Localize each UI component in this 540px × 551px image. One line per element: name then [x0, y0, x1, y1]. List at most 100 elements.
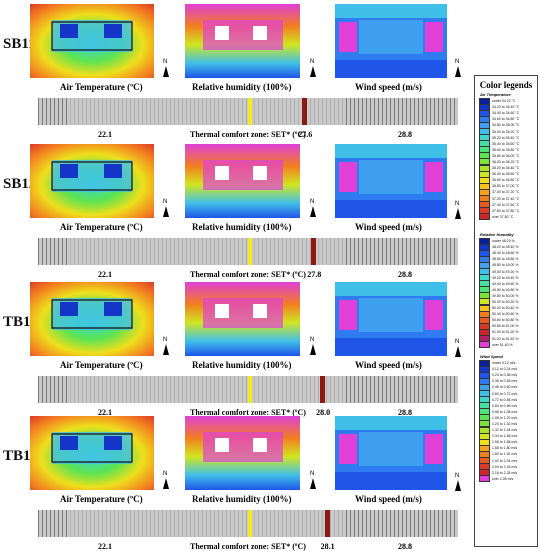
- case-label: SB12: [3, 176, 37, 192]
- legend-entry-label: 34.20 to 34.40 °C: [492, 105, 520, 110]
- case-label: SB11: [3, 36, 36, 52]
- comfort-scale-bar: [38, 98, 458, 125]
- north-arrow-icon: N: [452, 59, 464, 80]
- case-block-sb11: SB11 N N N Air Temperature (ºC): [0, 0, 470, 139]
- legend-entry-label: 50.60 to 50.80 %: [492, 318, 519, 323]
- legend-entry-label: 35.20 to 35.40 °C: [492, 135, 520, 140]
- north-arrow-icon: N: [307, 471, 319, 492]
- case-label: TB11: [3, 448, 38, 464]
- legend-entry-label: 0.96 to 1.08 m/s: [492, 409, 518, 414]
- comfort-zone-title: Thermal comfort zone: SET* (ºC): [190, 408, 306, 417]
- relative-humidity-label: Relative humidity (100%): [192, 360, 292, 370]
- scale-min-label: 22.1: [98, 130, 112, 139]
- north-arrow-icon: N: [452, 339, 464, 360]
- comfort-scale-bar: [38, 238, 458, 265]
- legend-entry-label: 0.36 to 0.48 m/s: [492, 379, 518, 384]
- comfort-zone-title: Thermal comfort zone: SET* (ºC): [190, 130, 306, 139]
- legend-entry-label: 2.16 to 2.28 m/s: [492, 470, 518, 475]
- north-arrow-icon: N: [307, 337, 319, 358]
- legend-entry-label: 36.60 to 36.80 °C: [492, 178, 520, 183]
- air-temperature-map: [30, 282, 154, 356]
- legend-swatch: [479, 213, 490, 221]
- comfort-zone-band: [70, 98, 346, 125]
- legend-entry-label: over 37.80 °C: [492, 214, 514, 219]
- legend-entry-label: 1.08 to 1.20 m/s: [492, 415, 518, 420]
- scale-min-label: 22.1: [98, 270, 112, 279]
- legend-entry-label: 1.44 to 1.56 m/s: [492, 434, 518, 439]
- relative-humidity-map: [185, 4, 300, 78]
- legend-entry-label: 0.48 to 0.60 m/s: [492, 385, 518, 390]
- legend-air-temp-title: Air Temperature: [480, 92, 511, 97]
- legend-entry-label: 36.40 to 36.60 °C: [492, 172, 520, 177]
- air-temperature-map: [30, 144, 154, 218]
- comfort-zone-center-mark: [248, 510, 252, 537]
- legend-entry-label: 49.00 to 49.20 %: [492, 269, 519, 274]
- air-temp-legend-entry: over 37.80 °C: [479, 213, 519, 221]
- comfort-zone-center-mark: [248, 238, 252, 265]
- legend-entry-label: 49.60 to 49.80 %: [492, 287, 519, 292]
- legend-entry-label: 37.40 to 37.60 °C: [492, 202, 520, 207]
- scale-max-label: 28.8: [398, 270, 412, 279]
- comfort-scale-bar: [38, 376, 458, 403]
- legend-entry-label: 51.00 to 51.20 %: [492, 330, 519, 335]
- wind-legend-entry: over 2.28 m/s: [479, 475, 517, 483]
- relative-humidity-label: Relative humidity (100%): [192, 494, 292, 504]
- wind-speed-label: Wind speed (m/s): [355, 360, 422, 370]
- legend-entry-label: 50.00 to 50.20 %: [492, 299, 519, 304]
- legend-entry-label: over 2.28 m/s: [492, 476, 514, 481]
- legend-entry-label: under 34.20 °C: [492, 99, 516, 104]
- legend-entry-label: 49.80 to 50.00 %: [492, 293, 519, 298]
- legend-entry-label: 34.40 to 34.60 °C: [492, 111, 520, 116]
- set-value-label: 27.6: [298, 130, 313, 139]
- legend-humidity-title: Relative Humidity: [480, 232, 514, 237]
- air-temperature-label: Air Temperature (ºC): [60, 82, 143, 92]
- wind-speed-label: Wind speed (m/s): [355, 494, 422, 504]
- legend-entry-label: 1.56 to 1.68 m/s: [492, 440, 518, 445]
- set-value-label: 27.8: [307, 270, 322, 279]
- comfort-zone-center-mark: [248, 98, 252, 125]
- legend-entry-label: 35.80 to 36.00 °C: [492, 153, 520, 158]
- legend-entry-label: 50.20 to 50.40 %: [492, 306, 519, 311]
- legend-entry-label: 48.80 to 49.00 %: [492, 263, 519, 268]
- case-block-tb10: TB10 N N N Air Temperature (ºC): [0, 278, 470, 417]
- north-arrow-icon: N: [452, 201, 464, 222]
- north-arrow-icon: N: [307, 59, 319, 80]
- legend-entry-label: under 48.20 %: [492, 239, 515, 244]
- legend-entry-label: 0.60 to 0.72 m/s: [492, 391, 518, 396]
- legend-entry-label: 37.00 to 37.20 °C: [492, 190, 520, 195]
- legend-entry-label: 51.20 to 51.40 %: [492, 336, 519, 341]
- legend-entry-label: 49.40 to 49.60 %: [492, 281, 519, 286]
- air-temperature-map: [30, 416, 154, 490]
- relative-humidity-map: [185, 144, 300, 218]
- legend-entry-label: 37.20 to 37.40 °C: [492, 196, 520, 201]
- legend-entry-label: 48.60 to 48.80 %: [492, 257, 519, 262]
- wind-speed-map: [335, 4, 447, 78]
- wind-speed-map: [335, 144, 447, 218]
- legend-entry-label: 36.00 to 36.20 °C: [492, 159, 520, 164]
- north-arrow-icon: N: [160, 199, 172, 220]
- legend-entry-label: 48.40 to 48.60 %: [492, 251, 519, 256]
- legend-entry-label: 35.00 to 35.20 °C: [492, 129, 520, 134]
- relative-humidity-label: Relative humidity (100%): [192, 82, 292, 92]
- air-temperature-label: Air Temperature (ºC): [60, 494, 143, 504]
- legend-wind-title: Wind Speed: [480, 354, 503, 359]
- comfort-zone-band: [70, 510, 346, 537]
- legend-entry-label: 34.60 to 34.80 °C: [492, 117, 520, 122]
- relative-humidity-map: [185, 416, 300, 490]
- case-block-tb11: TB11 N N N Air Temperature (ºC): [0, 412, 470, 551]
- legend-entry-label: 1.32 to 1.44 m/s: [492, 428, 518, 433]
- comfort-zone-band: [70, 238, 346, 265]
- humidity-legend-entry: over 51.40 %: [479, 341, 518, 349]
- comfort-zone-title: Thermal comfort zone: SET* (ºC): [190, 542, 306, 551]
- set-value-label: 28.1: [320, 542, 335, 551]
- legend-entry-label: 2.04 to 2.16 m/s: [492, 464, 518, 469]
- legend-entry-label: 1.20 to 1.32 m/s: [492, 421, 518, 426]
- scale-max-label: 28.8: [398, 408, 412, 417]
- north-arrow-icon: N: [307, 199, 319, 220]
- legend-air-temp-list: under 34.20 °C 34.20 to 34.40 °C 34.40 to …: [479, 97, 520, 221]
- legend-humidity-list: under 48.20 % 48.20 to 48.40 % 48.40 to 48…: [479, 237, 519, 349]
- legend-entry-label: 36.80 to 37.00 °C: [492, 184, 520, 189]
- set-value-marker: [324, 510, 330, 537]
- legend-entry-label: 49.20 to 49.40 %: [492, 275, 519, 280]
- legend-entry-label: 1.92 to 2.04 m/s: [492, 458, 518, 463]
